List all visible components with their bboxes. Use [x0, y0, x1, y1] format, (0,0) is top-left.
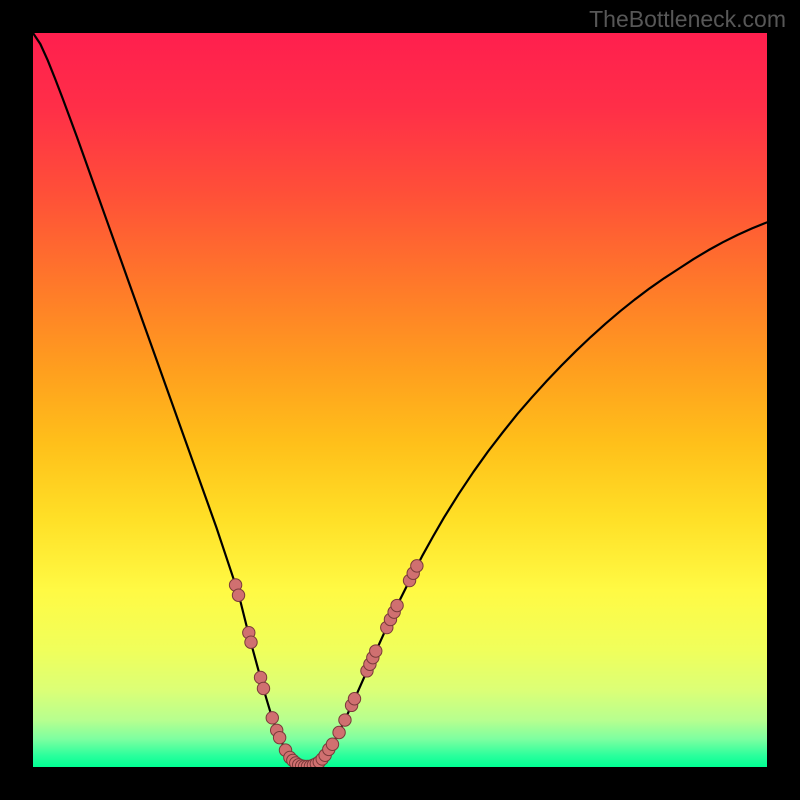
data-marker — [273, 731, 285, 743]
data-marker — [266, 712, 278, 724]
data-marker — [245, 636, 257, 648]
data-marker — [370, 645, 382, 657]
data-marker — [232, 589, 244, 601]
watermark-text: TheBottleneck.com — [589, 6, 786, 33]
plot-area — [33, 33, 767, 767]
data-marker — [391, 599, 403, 611]
chart-frame: TheBottleneck.com — [0, 0, 800, 800]
data-marker — [348, 693, 360, 705]
data-marker — [333, 726, 345, 738]
plot-svg — [33, 33, 767, 767]
data-marker — [326, 738, 338, 750]
data-marker — [411, 560, 423, 572]
data-marker — [257, 682, 269, 694]
data-marker — [339, 714, 351, 726]
gradient-background — [33, 33, 767, 767]
data-marker — [254, 671, 266, 683]
